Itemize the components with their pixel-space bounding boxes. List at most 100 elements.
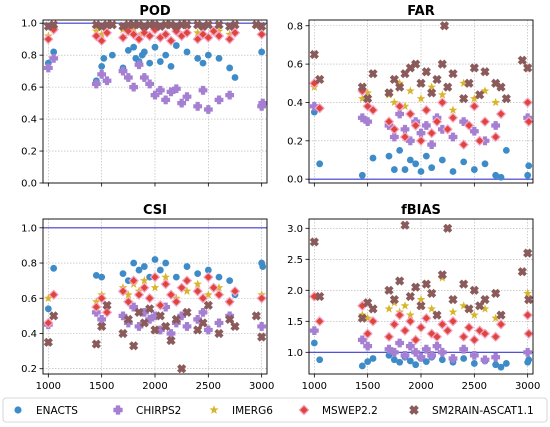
data-point [139, 307, 149, 317]
data-point [108, 51, 116, 59]
data-point [460, 158, 468, 166]
data-point [194, 54, 202, 62]
data-point [160, 29, 171, 40]
data-point [225, 311, 235, 321]
data-point [464, 304, 474, 314]
data-point [49, 53, 59, 63]
data-point [363, 88, 373, 97]
data-point [150, 325, 160, 335]
data-point [523, 328, 534, 339]
data-point [459, 117, 469, 127]
data-point [480, 86, 490, 95]
data-point [470, 166, 478, 173]
axes-frame [308, 19, 534, 184]
legend-label: ENACTS [36, 405, 78, 417]
data-point [129, 302, 139, 312]
y-tick-label: 0.0 [287, 175, 303, 186]
data-point [193, 314, 203, 324]
data-point [123, 290, 133, 299]
data-point [389, 124, 400, 135]
data-point [389, 74, 399, 85]
data-point [422, 358, 430, 365]
data-point [405, 291, 415, 302]
panel-title-fbias: fBIAS [401, 203, 441, 218]
data-point [151, 256, 159, 263]
data-point [437, 270, 447, 280]
axes-frame [42, 19, 268, 184]
data-point [309, 101, 319, 111]
legend-marker [298, 404, 310, 416]
data-point [258, 98, 268, 108]
data-point [448, 132, 458, 142]
series-mswep2-2 [43, 271, 267, 329]
data-point [474, 325, 485, 336]
data-point [145, 314, 155, 324]
data-point [203, 105, 213, 114]
series-chirps2 [309, 326, 533, 365]
data-point [50, 264, 58, 272]
data-point [394, 309, 405, 321]
data-point [525, 356, 533, 364]
data-point [395, 276, 405, 286]
data-point [43, 337, 53, 347]
data-point [437, 97, 448, 108]
data-point [497, 173, 505, 181]
data-point [480, 355, 490, 365]
data-point [135, 266, 143, 274]
data-point [384, 344, 394, 354]
data-point [49, 311, 59, 321]
data-point [214, 95, 224, 105]
data-point [479, 328, 491, 339]
data-point [193, 28, 203, 37]
axes-frame [308, 218, 534, 375]
data-point [448, 105, 458, 114]
data-point [367, 104, 379, 116]
legend-item-imerg6: IMERG6 [209, 405, 273, 417]
data-point [48, 289, 59, 300]
data-point [213, 289, 225, 300]
data-point [447, 316, 459, 327]
data-point [367, 316, 379, 327]
data-point [415, 322, 427, 333]
data-point [194, 270, 202, 278]
data-point [384, 304, 394, 313]
data-point [422, 152, 430, 160]
data-point [459, 301, 469, 310]
data-point [97, 69, 107, 79]
data-point [150, 90, 160, 100]
data-point [160, 278, 171, 290]
data-point [151, 43, 159, 51]
data-point [144, 293, 155, 304]
data-point [97, 314, 107, 324]
data-point [197, 293, 209, 304]
data-point [130, 43, 138, 51]
legend-item-mswep2-2: MSWEP2.2 [298, 404, 378, 417]
data-point [389, 132, 399, 142]
data-point [171, 84, 181, 94]
data-point [101, 27, 113, 39]
data-point [140, 48, 148, 56]
data-point [97, 321, 107, 332]
data-point [171, 296, 182, 308]
x-tick-label: 1500 [355, 381, 380, 392]
data-point [501, 94, 511, 104]
data-point [437, 347, 447, 357]
data-point [316, 160, 324, 168]
data-point [464, 78, 474, 88]
y-tick-label: 0.2 [287, 136, 303, 147]
data-point [406, 156, 414, 164]
data-point [192, 33, 203, 45]
data-point [384, 88, 394, 98]
data-point [389, 347, 399, 357]
y-tick-label: 2.5 [287, 255, 303, 266]
data-point [91, 30, 102, 42]
data-point [405, 108, 416, 120]
data-point [458, 139, 469, 150]
data-point [101, 307, 113, 318]
data-point [315, 291, 325, 302]
y-tick-label: 0.2 [21, 364, 37, 375]
data-point [199, 59, 207, 67]
data-point [177, 98, 187, 108]
x-tick-label: 2000 [142, 381, 167, 392]
